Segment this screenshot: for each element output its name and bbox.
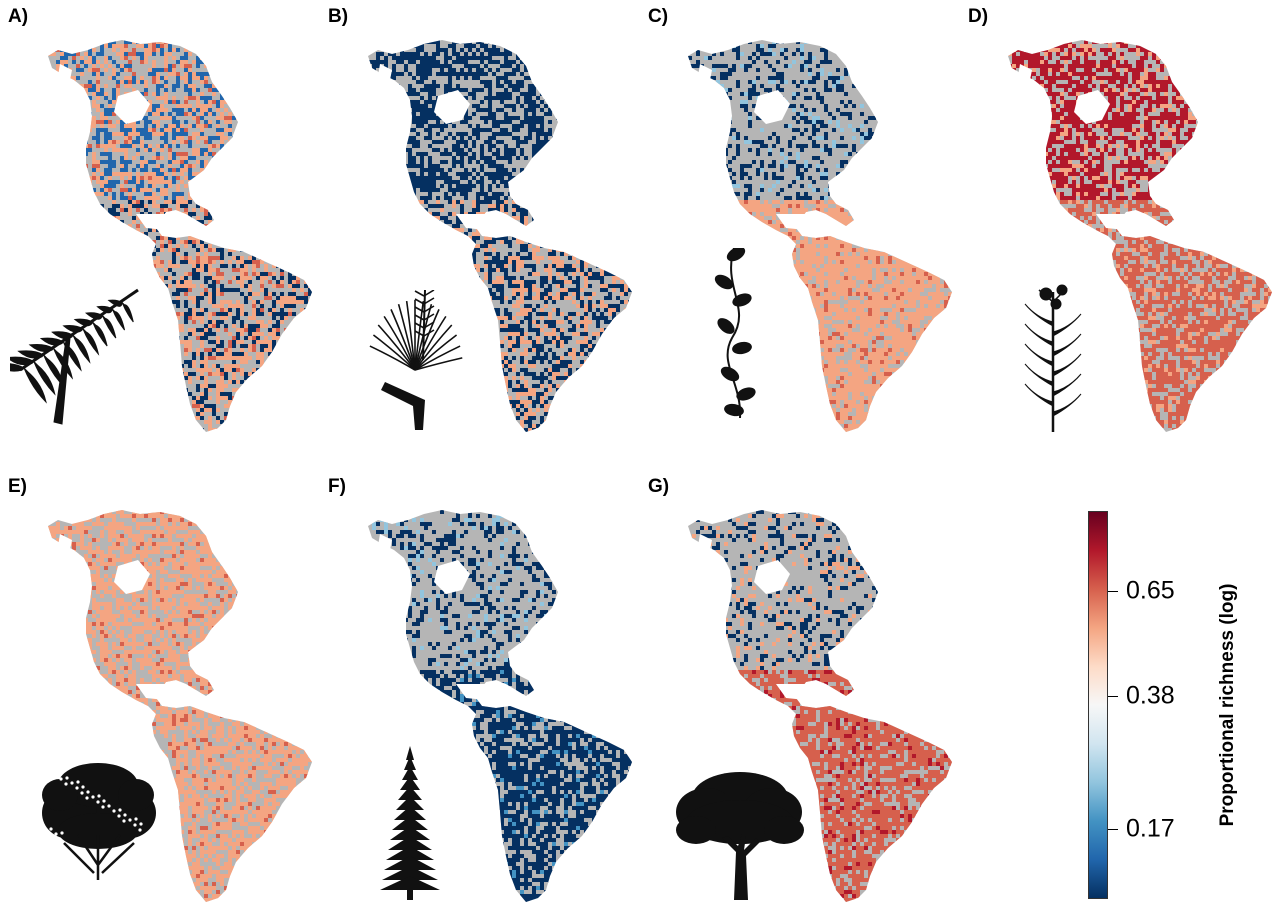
water-bodies: [698, 64, 828, 230]
water-bodies: [698, 534, 828, 700]
map-panel: G): [640, 470, 960, 910]
vine-icon: [712, 246, 772, 423]
legend-tick-label: 0.65: [1126, 577, 1175, 606]
color-legend: 0.65 0.38 0.17 Proportional richness (lo…: [1088, 511, 1278, 901]
americas-map: [688, 40, 952, 432]
water-bodies: [1018, 64, 1148, 230]
map-panel: D): [960, 0, 1278, 440]
americas-map: [1008, 40, 1272, 432]
water-bodies: [58, 64, 188, 230]
map-panel: C): [640, 0, 960, 440]
water-bodies: [378, 64, 508, 230]
conifer-icon: [380, 740, 440, 905]
land-mass: [688, 510, 952, 902]
herb-icon: [1018, 282, 1088, 437]
tree-icon: [672, 760, 807, 905]
americas-map: [688, 510, 952, 902]
water-bodies: [58, 534, 188, 700]
panel-label: C): [648, 6, 668, 28]
water-bodies: [378, 534, 508, 700]
americas-map: [48, 40, 312, 432]
panel-label: B): [328, 6, 348, 28]
panel-label: G): [648, 476, 669, 498]
land-mass: [368, 40, 632, 432]
panel-label: E): [8, 476, 27, 498]
fern-icon: [0, 288, 150, 433]
legend-tick-label: 0.38: [1126, 682, 1175, 711]
legend-title: Proportional richness (log): [1217, 584, 1239, 827]
legend-tick: [1108, 696, 1118, 697]
colorbar: [1088, 511, 1108, 899]
legend-tick: [1108, 591, 1118, 592]
panel-label: D): [968, 6, 988, 28]
epiphyte-icon: [365, 289, 465, 435]
map-panel: A): [0, 0, 320, 440]
land-mass: [48, 40, 312, 432]
americas-map: [368, 510, 632, 902]
legend-tick-label: 0.17: [1126, 815, 1175, 844]
legend-tick: [1108, 829, 1118, 830]
americas-map: [368, 40, 632, 432]
map-panel: F): [320, 470, 640, 910]
panel-label: A): [8, 6, 28, 28]
map-panel: B): [320, 0, 640, 440]
shrub-icon: [30, 755, 165, 885]
panel-label: F): [328, 476, 346, 498]
